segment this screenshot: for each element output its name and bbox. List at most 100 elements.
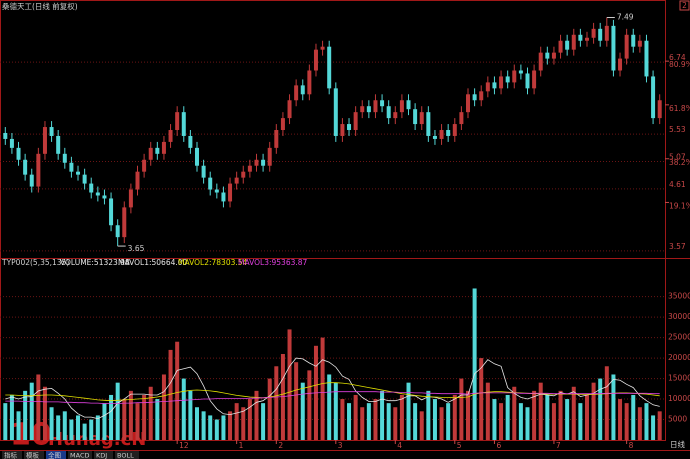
candle-body — [327, 46, 332, 89]
tab[interactable] — [46, 451, 66, 459]
volume-bar — [241, 407, 246, 440]
volume-bar — [29, 382, 34, 440]
y-tick-label: 6.74 — [669, 53, 686, 62]
volume-bar — [611, 374, 616, 440]
candle-body — [340, 124, 345, 136]
candle-body — [380, 100, 385, 107]
volume-bar — [532, 390, 537, 440]
tab[interactable] — [115, 451, 139, 459]
x-tick-label: 7 — [556, 441, 561, 450]
volume-bar — [413, 403, 418, 440]
volume-bar — [360, 407, 365, 440]
volume-bar — [155, 399, 160, 440]
candle-body — [393, 112, 398, 119]
tab-label[interactable]: 指标 — [4, 451, 18, 459]
volume-bar — [148, 386, 153, 440]
candle-body — [122, 207, 127, 238]
tab-label[interactable]: MACD — [70, 452, 89, 459]
volume-bar — [446, 403, 451, 440]
candle-body — [155, 147, 160, 154]
x-tick-label: 3 — [338, 441, 343, 450]
candle-body — [23, 159, 28, 175]
candle-body — [386, 106, 391, 119]
legend-entry: VOLUME:51323.98 — [60, 258, 130, 267]
frame — [0, 0, 666, 441]
candle-body — [512, 70, 517, 83]
tab-label[interactable]: KDJ — [96, 452, 107, 459]
y-tick-label: 3.57 — [669, 242, 686, 251]
volume-bar — [280, 354, 285, 440]
tab-label[interactable]: 全图 — [48, 451, 61, 459]
candle-body — [591, 28, 596, 38]
volume-bar — [432, 399, 437, 440]
candle-body — [644, 40, 649, 77]
candle-body — [62, 153, 67, 163]
volume-bar — [142, 394, 147, 440]
candle-body — [109, 198, 114, 226]
y-tick-label: 30000 — [668, 312, 690, 321]
volume-bar — [406, 382, 411, 440]
candle-body — [313, 49, 318, 71]
candle-body — [247, 165, 252, 172]
candle-body — [16, 147, 21, 160]
candle-body — [565, 40, 570, 50]
max-label: 7.49 — [617, 13, 634, 22]
candle-body — [102, 195, 107, 199]
candle-body — [446, 130, 451, 136]
volume-bar — [175, 341, 180, 440]
candle-body — [637, 40, 642, 47]
volume-bar — [618, 399, 623, 440]
candle-body — [208, 177, 213, 190]
tab[interactable] — [24, 451, 44, 459]
volume-bar — [23, 390, 28, 440]
legend-entry: MAVOL2:78303.54 — [178, 258, 248, 267]
volume-bar — [194, 407, 199, 440]
volume-bar — [89, 419, 94, 440]
volume-bar — [571, 386, 576, 440]
volume-bar — [109, 394, 114, 440]
x-tick-label: 12 — [179, 441, 189, 450]
volume-bar — [214, 419, 219, 440]
volume-bar — [518, 403, 523, 440]
y-tick-label: 4.61 — [669, 180, 686, 189]
tab[interactable] — [68, 451, 92, 459]
candle-body — [175, 112, 180, 131]
volume-bar — [9, 394, 14, 440]
volume-bar — [512, 386, 517, 440]
tab[interactable] — [94, 451, 113, 459]
volume-bar — [525, 407, 530, 440]
candle-body — [432, 135, 437, 139]
volume-bar — [135, 403, 140, 440]
candle-body — [479, 91, 484, 101]
volume-bar — [565, 399, 570, 440]
x-tick-label: 6 — [496, 441, 501, 450]
tab-label[interactable]: BOLL — [117, 452, 134, 459]
candle-body — [29, 174, 34, 187]
volume-bar — [320, 337, 325, 440]
candle-body — [538, 52, 543, 71]
candle-body — [307, 70, 312, 95]
volume-bar — [386, 403, 391, 440]
volume-bar — [598, 378, 603, 440]
tab[interactable] — [2, 451, 22, 459]
volume-bar — [56, 415, 61, 440]
legend-entry: MAVOL1:50664.00 — [118, 258, 188, 267]
candle-body — [545, 52, 550, 59]
volume-bar — [102, 403, 107, 440]
candle-body — [452, 124, 457, 136]
candle-body — [9, 138, 14, 148]
volume-bar — [353, 394, 358, 440]
volume-bar — [234, 403, 239, 440]
candle-body — [142, 159, 147, 172]
tab-label[interactable]: 模板 — [26, 451, 40, 459]
candle-body — [300, 85, 305, 95]
candle-body — [624, 34, 629, 59]
candle-body — [194, 147, 199, 166]
volume-bar — [49, 407, 54, 440]
y-tick-label: 15000 — [668, 374, 690, 383]
volume-bar — [208, 415, 213, 440]
volume-bar — [95, 415, 100, 440]
volume-bar — [657, 411, 662, 440]
volume-bar — [479, 358, 484, 440]
